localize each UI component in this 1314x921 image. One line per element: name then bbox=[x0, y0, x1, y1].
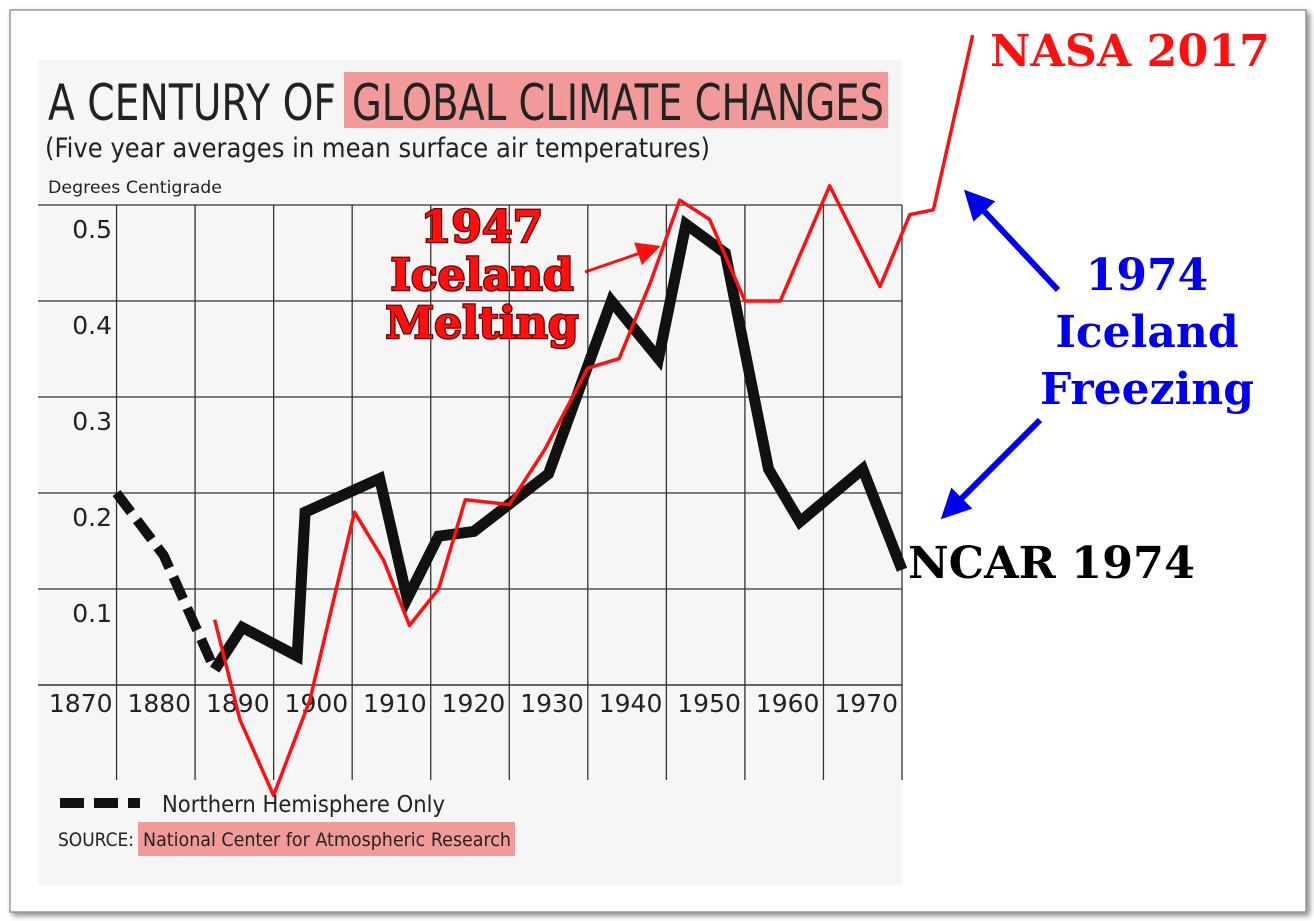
x-tick-label: 1960 bbox=[756, 689, 820, 718]
source: National Center for Atmospheric Research bbox=[143, 829, 511, 851]
title-highlight-box bbox=[344, 72, 888, 128]
arrow bbox=[940, 417, 1043, 520]
data-line bbox=[210, 214, 908, 673]
annotation: 1974 bbox=[1086, 250, 1208, 301]
annotation: Iceland bbox=[1055, 307, 1238, 358]
data-line bbox=[112, 489, 220, 672]
annotation: Melting bbox=[385, 298, 578, 349]
x-tick-label: 1900 bbox=[285, 689, 349, 718]
x-tick-label: 1920 bbox=[442, 689, 506, 718]
x-tick-label: 1950 bbox=[677, 689, 741, 718]
annotation: Freezing bbox=[1040, 364, 1254, 415]
subtitle: (Five year averages in mean surface air … bbox=[45, 133, 710, 164]
x-tick-label: 1930 bbox=[520, 689, 584, 718]
x-tick-label: 1870 bbox=[49, 689, 113, 718]
chart-title-highlight: GLOBAL CLIMATE CHANGES bbox=[352, 74, 884, 132]
arrow bbox=[584, 242, 661, 274]
y-axis-label: Degrees Centigrade bbox=[48, 178, 222, 198]
x-tick-label: 1910 bbox=[363, 689, 427, 718]
clipping bbox=[38, 60, 902, 885]
y-tick-label: 0.3 bbox=[72, 407, 112, 436]
series-label: NASA 2017 bbox=[990, 26, 1270, 77]
annotation: Iceland bbox=[390, 250, 573, 301]
y-tick-label: 0.5 bbox=[72, 215, 112, 244]
data-line bbox=[213, 34, 975, 798]
x-tick-label: 1970 bbox=[834, 689, 898, 718]
series-label: NCAR 1974 bbox=[908, 538, 1195, 589]
x-tick-label: 1880 bbox=[127, 689, 191, 718]
y-tick-label: 0.4 bbox=[72, 311, 112, 340]
legend-label: Northern Hemisphere Only bbox=[162, 792, 445, 818]
chart-title: A CENTURY OF bbox=[48, 74, 336, 132]
source-highlight-box bbox=[138, 822, 515, 856]
x-tick-label: 1940 bbox=[599, 689, 663, 718]
y-tick-label: 0.2 bbox=[72, 503, 112, 532]
y-tick-label: 0.1 bbox=[72, 599, 112, 628]
annotation: 1947 bbox=[421, 202, 543, 253]
arrow bbox=[963, 189, 1061, 293]
source-label: SOURCE: bbox=[58, 829, 134, 851]
